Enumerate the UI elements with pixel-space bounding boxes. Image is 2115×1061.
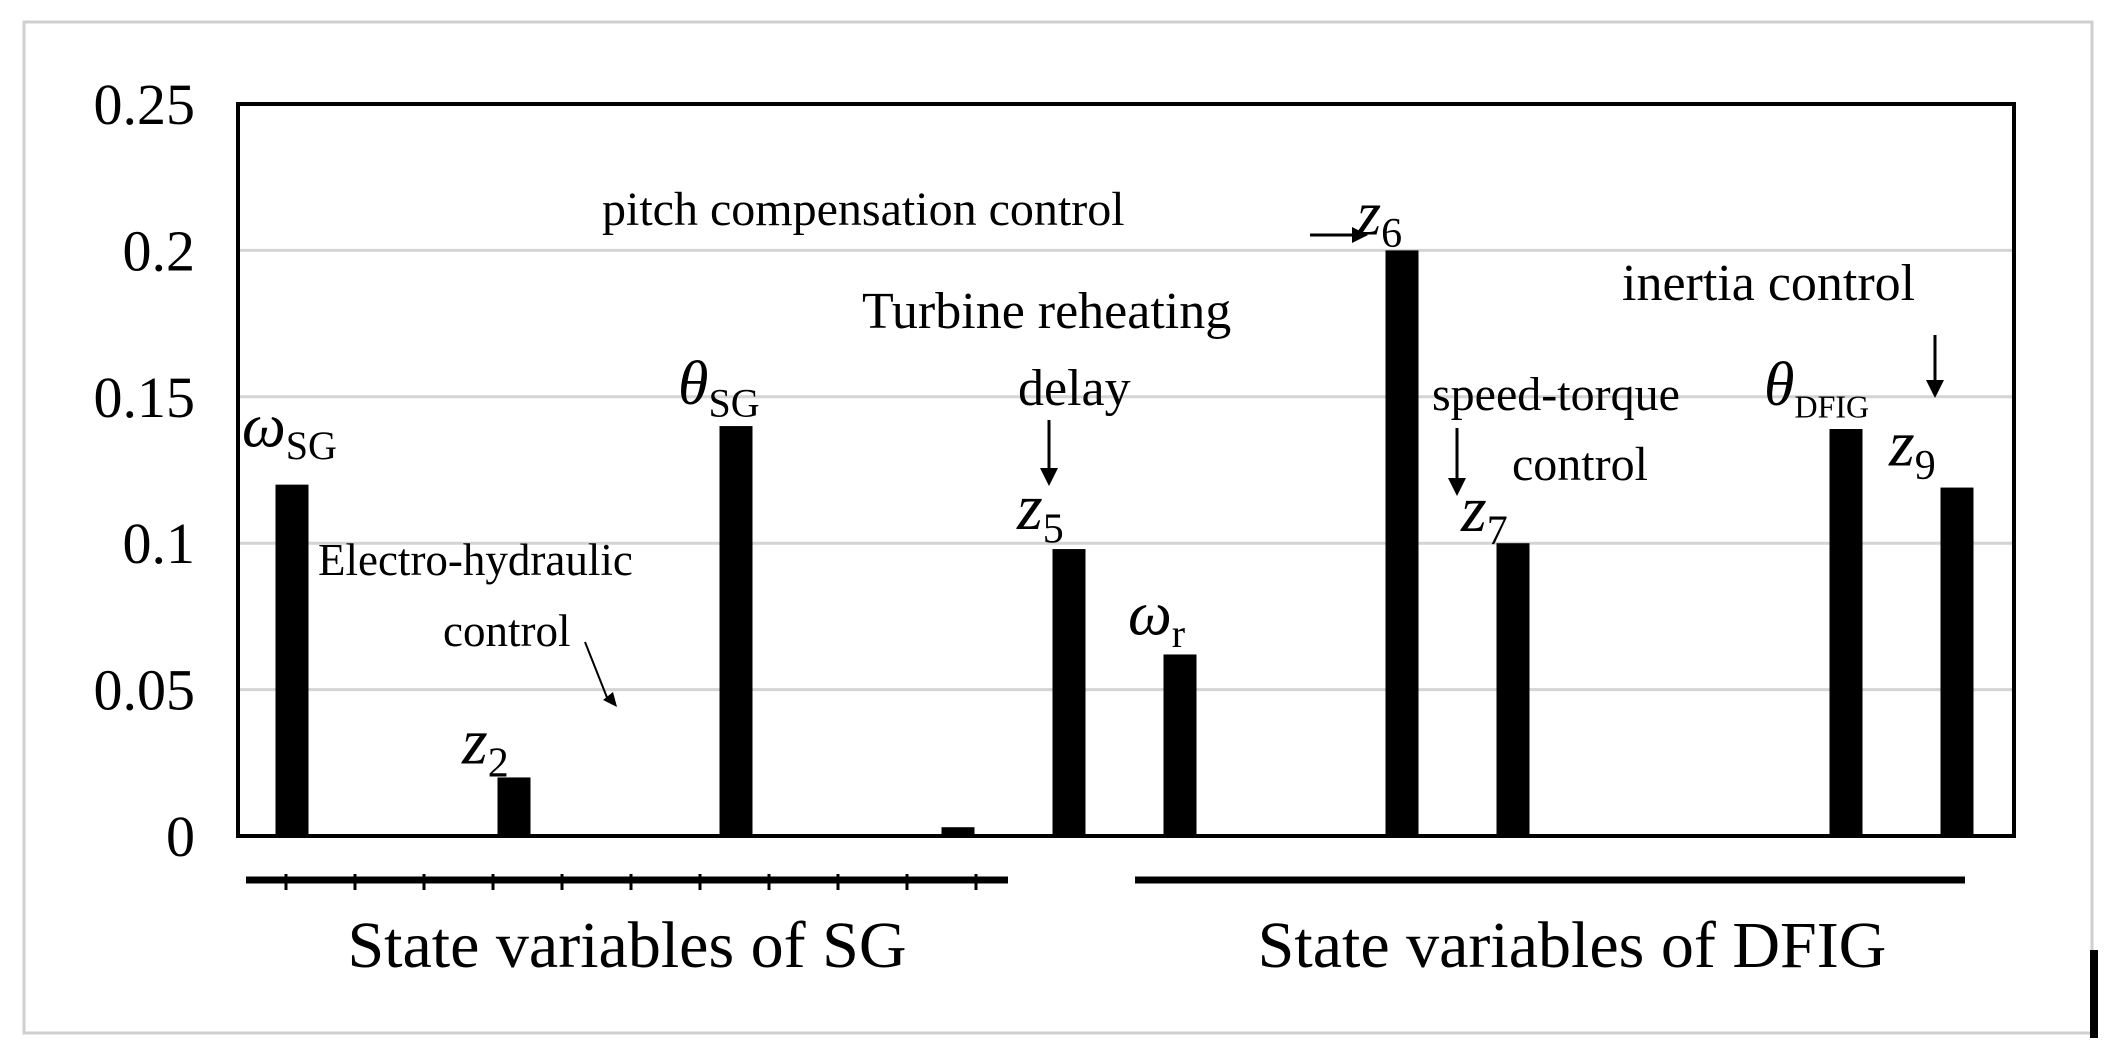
bar-labels: ωSG z2 θSG z5 ωr z6 z7 θDFIG z9 — [242, 180, 1936, 786]
bar-label-z5: z5 — [1016, 471, 1064, 552]
annotation-turbine-delay: delay — [1018, 360, 1131, 417]
inertia-arrow-head — [1926, 380, 1944, 398]
bar-z_small — [941, 827, 975, 836]
speed-arrow-head — [1448, 478, 1466, 496]
edge-mark — [2090, 950, 2098, 1038]
annotation-turbine-reheating: Turbine reheating — [862, 283, 1231, 340]
annotation-speed-control: control — [1512, 438, 1648, 491]
bar-z6 — [1385, 250, 1419, 836]
pitch-arrow-head — [1352, 227, 1368, 243]
bar-label-z6: z6 — [1356, 180, 1402, 256]
bar-label-z2: z2 — [461, 705, 509, 786]
bar-ωr — [1163, 654, 1197, 836]
annotation-speed-torque: speed-torque — [1432, 368, 1680, 421]
electro-arrow-line — [584, 641, 609, 701]
bar-θSG — [719, 426, 753, 836]
annotation-pitch-compensation: pitch compensation control — [602, 183, 1125, 236]
bar-θDFIG — [1829, 429, 1863, 836]
bar-z2 — [497, 777, 531, 836]
y-tick-label-1: 0.05 — [94, 658, 196, 723]
gridlines — [238, 248, 2014, 692]
bar-label-θSG: θSG — [678, 350, 760, 425]
annotation-inertia-control: inertia control — [1622, 255, 1915, 312]
bar-z5 — [1052, 549, 1086, 836]
group-label-dfig: State variables of DFIG — [1258, 909, 1887, 982]
y-tick-label-2: 0.1 — [123, 511, 196, 576]
bars — [275, 250, 1974, 836]
electro-arrow-head — [603, 692, 617, 707]
bar-label-z9: z9 — [1888, 408, 1936, 489]
y-tick-label-4: 0.2 — [123, 218, 196, 283]
sg-group-ticks — [284, 874, 978, 890]
bar-label-z7: z7 — [1460, 473, 1508, 554]
bar-ωSG — [275, 484, 309, 836]
y-axis-ticks: 0 0.05 0.1 0.15 0.2 0.25 — [94, 72, 196, 869]
bar-label-ωSG: ωSG — [242, 393, 337, 468]
bar-label-θDFIG: θDFIG — [1764, 351, 1869, 424]
turbine-arrow-head — [1040, 468, 1058, 486]
annotation-electro-control: control — [443, 606, 570, 656]
bar-z7 — [1496, 543, 1530, 836]
bar-label-ωr: ωr — [1128, 580, 1185, 655]
bar-z9 — [1940, 487, 1974, 836]
figure-frame — [22, 20, 2094, 1035]
group-label-sg: State variables of SG — [347, 909, 906, 982]
y-tick-label-5: 0.25 — [94, 72, 196, 137]
plot-area-border — [236, 102, 2016, 838]
y-tick-label-3: 0.15 — [94, 365, 196, 430]
annotation-electro-hydraulic: Electro-hydraulic — [318, 535, 633, 585]
y-tick-label-0: 0 — [166, 804, 195, 869]
